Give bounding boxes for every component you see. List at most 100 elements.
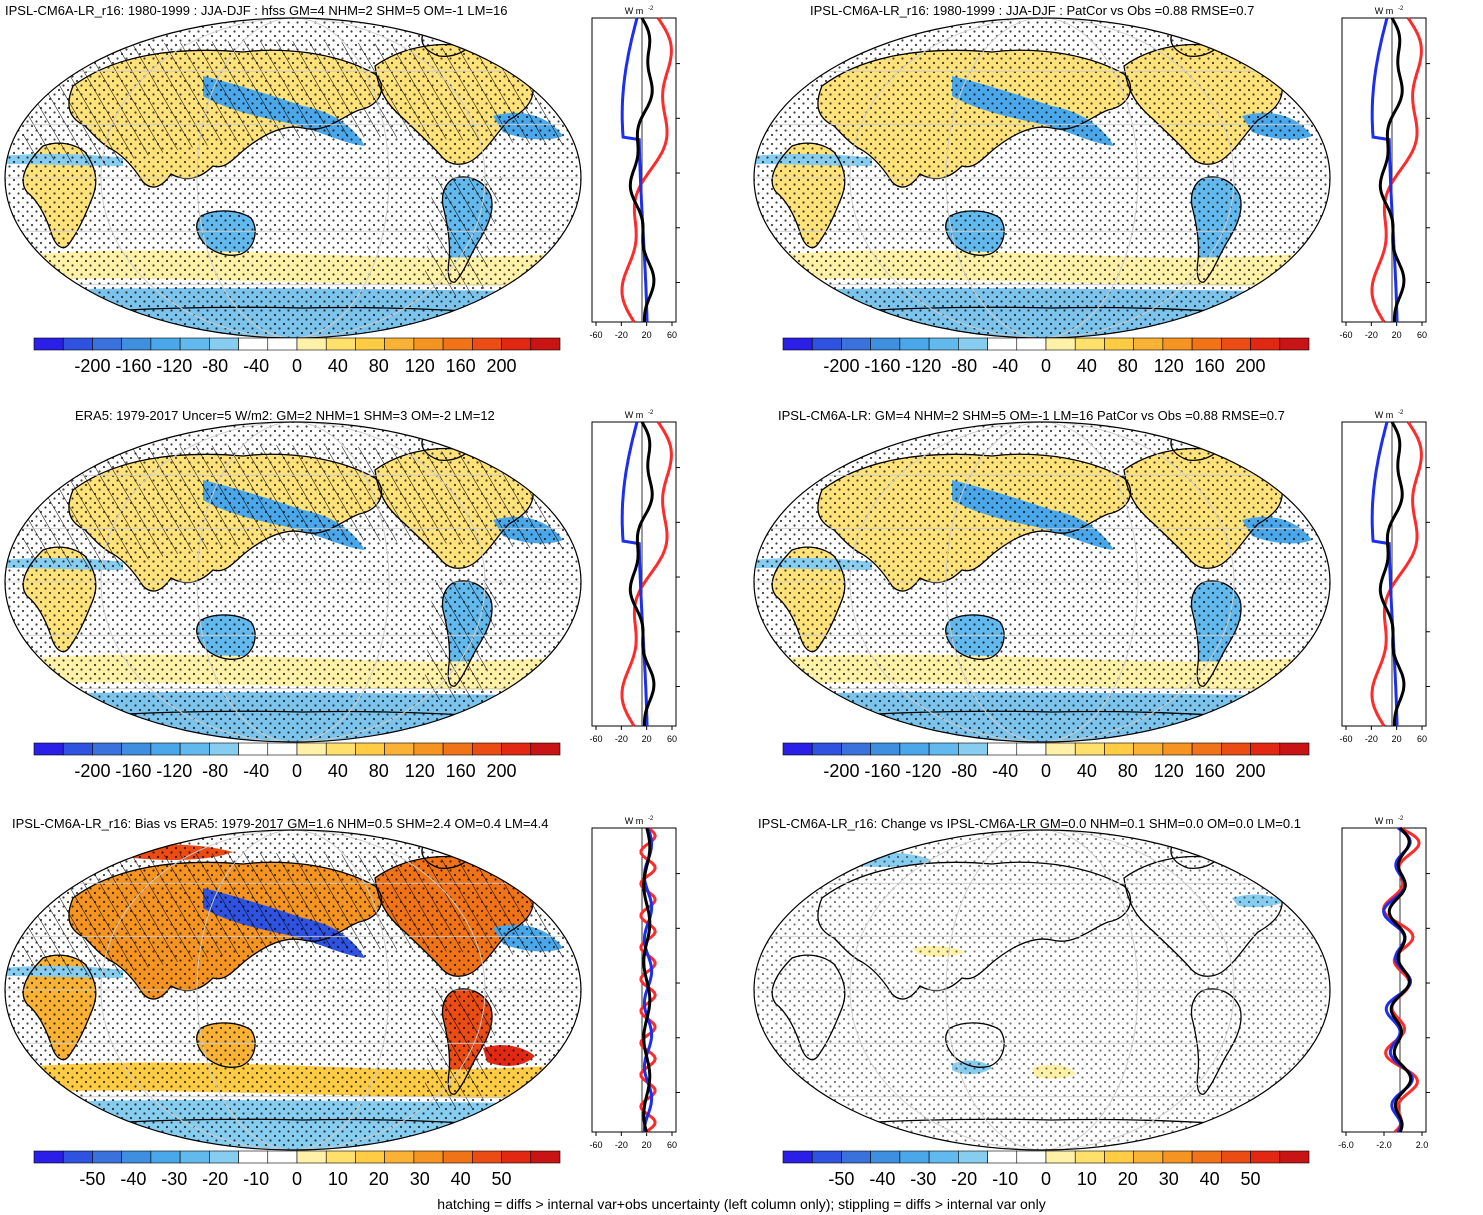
colorbar-swatch	[782, 742, 813, 756]
colorbar-label: -80	[202, 761, 228, 781]
x-tick-label: -20	[615, 1140, 628, 1150]
colorbar: -50 -40 -30 -20 -10 0 10 20 30 40 50	[33, 1150, 561, 1189]
colorbar-swatch	[1104, 1150, 1134, 1164]
map-panel	[753, 17, 1331, 339]
colorbar-label: -40	[243, 761, 269, 781]
coastline	[68, 49, 383, 188]
colorbar-swatch	[841, 1150, 871, 1164]
map-border	[4, 829, 582, 1151]
x-tick-label: -60	[589, 734, 602, 744]
colorbar-swatch	[987, 337, 1018, 351]
colorbar-swatch	[530, 1150, 561, 1164]
colorbar-swatch	[870, 337, 901, 351]
x-tick-label: 60	[1417, 330, 1427, 340]
colorbar-swatch	[1279, 742, 1310, 756]
colorbar-swatch	[958, 742, 988, 756]
colorbar-swatch	[413, 1150, 444, 1164]
colorbar-label: 40	[1077, 356, 1097, 376]
colorbar-label: -120	[156, 356, 192, 376]
colorbar-swatch	[1133, 1150, 1164, 1164]
colorbar-swatch	[442, 337, 473, 351]
colorbar-swatch	[179, 742, 210, 756]
colorbar-swatch	[33, 1150, 64, 1164]
colorbar-swatch	[238, 1150, 269, 1164]
colorbar-label: 20	[369, 1169, 389, 1189]
colorbar-label: 120	[1154, 761, 1184, 781]
colorbar-swatch	[987, 742, 1018, 756]
footnote: hatching = diffs > internal var+obs unce…	[437, 1196, 1046, 1212]
map-fill	[754, 422, 1330, 742]
unit-label: W m	[625, 6, 644, 16]
colorbar-swatch	[1016, 337, 1047, 351]
colorbar-swatch	[1162, 742, 1193, 756]
x-tick-label: 60	[667, 330, 677, 340]
colorbar-label: 80	[369, 356, 389, 376]
colorbar-swatch	[841, 742, 871, 756]
colorbar-swatch	[1045, 337, 1076, 351]
colorbar-label: 0	[292, 356, 302, 376]
x-tick-label: -6.0	[1338, 1140, 1354, 1150]
colorbar-swatch	[841, 337, 871, 351]
longitude-line	[196, 422, 390, 742]
coastline	[945, 1022, 1005, 1068]
colorbar-swatch	[782, 1150, 813, 1164]
profile-frame	[1341, 827, 1427, 1133]
map-fill	[754, 830, 1330, 1150]
colorbar-label: 20	[1118, 1169, 1138, 1189]
colorbar-label: -120	[905, 761, 941, 781]
x-tick-label: -60	[589, 1140, 602, 1150]
coastline	[945, 210, 1005, 256]
colorbar-swatch	[296, 337, 327, 351]
longitude-line	[100, 422, 486, 742]
colorbar-swatch	[1162, 1150, 1193, 1164]
x-tick-label: 20	[642, 330, 652, 340]
colorbar-swatch	[413, 337, 444, 351]
panel-title: ERA5: 1979-2017 Uncer=5 W/m2: GM=2 NHM=1…	[75, 408, 495, 423]
coastline	[68, 861, 383, 1000]
colorbar-swatch	[267, 337, 298, 351]
colorbar-swatch	[296, 1150, 327, 1164]
colorbar-swatch	[1279, 1150, 1310, 1164]
x-tick-label: -20	[615, 734, 628, 744]
colorbar-swatch	[92, 1150, 122, 1164]
longitude-line	[196, 18, 390, 338]
coastline	[817, 453, 1132, 592]
colorbar-swatch	[209, 742, 239, 756]
colorbar-label: -20	[951, 1169, 977, 1189]
colorbar-swatch	[179, 1150, 210, 1164]
coastline	[196, 210, 256, 256]
x-tick-label: 20	[642, 1140, 652, 1150]
colorbar-label: -40	[992, 356, 1018, 376]
colorbar-swatch	[811, 742, 842, 756]
colorbar-swatch	[1279, 337, 1310, 351]
colorbar-label: 120	[405, 761, 435, 781]
longitude-line	[849, 830, 1235, 1150]
x-tick-label: 60	[667, 734, 677, 744]
colorbar-label: 80	[369, 761, 389, 781]
unit-superscript: -2	[648, 410, 654, 416]
colorbar-label: -40	[869, 1169, 895, 1189]
colorbar-swatch	[530, 337, 561, 351]
colorbar-swatch	[870, 742, 901, 756]
longitude-line	[945, 18, 1139, 338]
colorbar-label: -80	[202, 356, 228, 376]
colorbar-swatch	[782, 337, 813, 351]
colorbar-label: -80	[951, 761, 977, 781]
panel-title: IPSL-CM6A-LR: GM=4 NHM=2 SHM=5 OM=-1 LM=…	[778, 408, 1285, 423]
colorbar-swatch	[1104, 742, 1134, 756]
panel-title: IPSL-CM6A-LR_r16: 1980-1999 : JJA-DJF : …	[810, 3, 1255, 18]
colorbar-swatch	[987, 1150, 1018, 1164]
blue-profile-line	[620, 17, 649, 322]
map-panel	[753, 421, 1331, 743]
colorbar-label: 10	[1077, 1169, 1097, 1189]
coastline	[196, 614, 256, 660]
map-border	[4, 421, 582, 743]
longitude-line	[849, 18, 1235, 338]
unit-label: W m	[1375, 816, 1394, 826]
colorbar-swatch	[442, 1150, 473, 1164]
colorbar-swatch	[1133, 337, 1164, 351]
colorbar-swatch	[62, 742, 93, 756]
colorbar-swatch	[121, 742, 152, 756]
colorbar-swatch	[958, 1150, 988, 1164]
